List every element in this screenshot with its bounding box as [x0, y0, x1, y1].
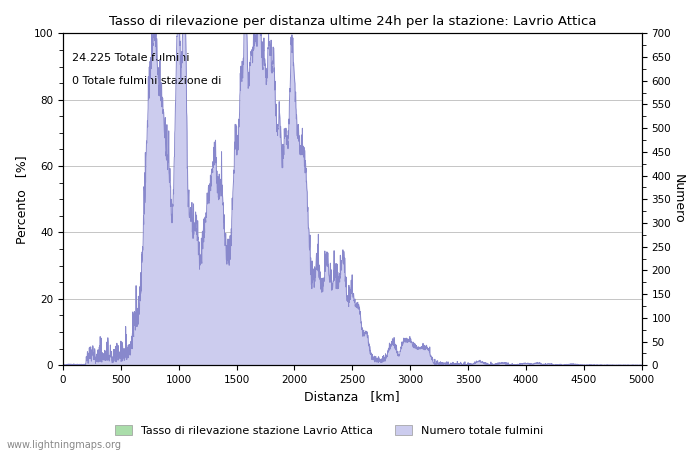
- Text: 0 Totale fulmini stazione di: 0 Totale fulmini stazione di: [71, 76, 221, 86]
- Text: www.lightningmaps.org: www.lightningmaps.org: [7, 440, 122, 450]
- Y-axis label: Percento   [%]: Percento [%]: [15, 155, 28, 243]
- Legend: Tasso di rilevazione stazione Lavrio Attica, Numero totale fulmini: Tasso di rilevazione stazione Lavrio Att…: [111, 420, 547, 440]
- Title: Tasso di rilevazione per distanza ultime 24h per la stazione: Lavrio Attica: Tasso di rilevazione per distanza ultime…: [108, 15, 596, 28]
- X-axis label: Distanza   [km]: Distanza [km]: [304, 391, 400, 404]
- Text: 24.225 Totale fulmini: 24.225 Totale fulmini: [71, 53, 189, 63]
- Y-axis label: Numero: Numero: [672, 175, 685, 224]
